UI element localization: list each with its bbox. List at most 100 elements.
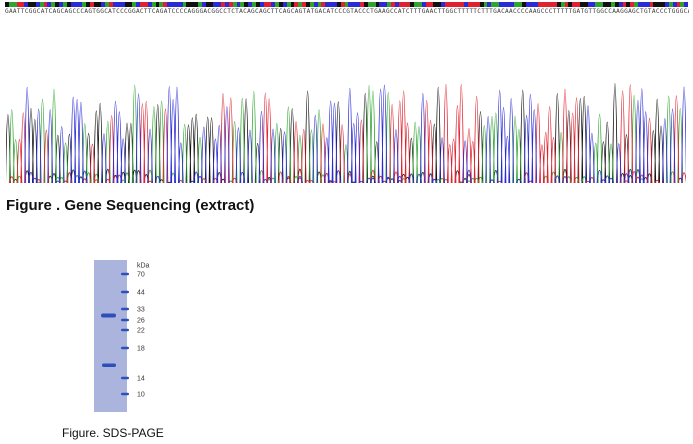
base-color-cell: [93, 2, 98, 7]
ladder-band: [121, 290, 129, 294]
base-color-cell: [599, 2, 604, 7]
base-color-cell: [132, 2, 137, 7]
base-color-cell: [333, 2, 337, 7]
base-color-cell: [560, 2, 565, 7]
base-color-cell: [186, 2, 191, 7]
base-color-cell: [371, 2, 376, 7]
ladder-band: [121, 318, 129, 322]
base-color-cell: [684, 2, 689, 7]
sample-band-upper: [101, 313, 116, 318]
base-color-cell: [499, 2, 503, 7]
base-color-cell: [479, 2, 484, 7]
trace-T: [8, 84, 686, 183]
base-color-cell: [514, 2, 519, 7]
base-color-cell: [529, 2, 534, 7]
base-color-cell: [190, 2, 195, 7]
base-color-cell: [82, 2, 87, 7]
ladder-band: [121, 272, 129, 276]
base-color-cell: [414, 2, 418, 7]
base-color-cell: [522, 2, 527, 7]
base-color-cell: [271, 2, 276, 7]
base-color-cell: [541, 2, 546, 7]
base-color-cell: [302, 2, 307, 7]
base-color-cell: [460, 2, 465, 7]
base-color-cell: [113, 2, 117, 7]
base-color-cell: [12, 2, 17, 7]
base-color-cell: [471, 2, 476, 7]
base-color-cell: [421, 2, 426, 7]
base-color-cell: [255, 2, 260, 7]
base-color-cell: [290, 2, 295, 7]
base-color-cell: [55, 2, 60, 7]
chromatogram: [6, 83, 686, 183]
base-color-cell: [275, 2, 280, 7]
base-color-cell: [252, 2, 256, 7]
base-color-cell: [167, 2, 171, 7]
base-color-cell: [51, 2, 56, 7]
base-color-cell: [309, 2, 314, 7]
trace-C: [24, 85, 686, 183]
base-color-cell: [537, 2, 542, 7]
base-color-cell: [240, 2, 245, 7]
marker-label: 14: [137, 376, 145, 383]
base-color-cell: [224, 2, 229, 7]
base-color-cell: [614, 2, 619, 7]
trace-A: [8, 85, 684, 183]
base-color-cell: [360, 2, 364, 7]
base-color-cell: [39, 2, 44, 7]
base-color-cell: [390, 2, 395, 7]
marker-label: 22: [137, 328, 145, 335]
base-color-cell: [406, 2, 411, 7]
base-color-cell: [363, 2, 368, 7]
base-color-cell: [387, 2, 391, 7]
base-color-cell: [16, 2, 21, 7]
base-color-cell: [248, 2, 252, 7]
base-color-cell: [136, 2, 141, 7]
base-color-cell: [483, 2, 488, 7]
base-color-cell: [197, 2, 202, 7]
base-color-cell: [325, 2, 330, 7]
base-color-cell: [452, 2, 457, 7]
base-color-cell: [672, 2, 677, 7]
base-color-cell: [549, 2, 554, 7]
base-color-cell: [653, 2, 658, 7]
base-color-cell: [591, 2, 596, 7]
base-color-cell: [128, 2, 133, 7]
base-color-cell: [495, 2, 499, 7]
base-color-cell: [583, 2, 588, 7]
base-color-cell: [375, 2, 380, 7]
base-color-cell: [356, 2, 361, 7]
ladder-band: [121, 346, 129, 350]
base-color-cell: [618, 2, 623, 7]
base-color-cell: [24, 2, 29, 7]
base-color-cell: [120, 2, 125, 7]
marker-ladder: [121, 272, 129, 396]
base-color-cell: [634, 2, 638, 7]
base-color-cell: [217, 2, 222, 7]
base-color-cell: [502, 2, 507, 7]
base-color-cell: [62, 2, 67, 7]
base-color-cell: [282, 2, 287, 7]
base-color-cell: [201, 2, 206, 7]
base-color-cell: [244, 2, 249, 7]
base-color-cell: [35, 2, 40, 7]
base-color-cell: [163, 2, 168, 7]
base-color-cell: [221, 2, 225, 7]
base-color-cell: [425, 2, 430, 7]
base-color-cell: [668, 2, 673, 7]
base-color-cell: [344, 2, 349, 7]
base-color-cell: [437, 2, 442, 7]
base-color-cell: [622, 2, 627, 7]
base-color-cell: [70, 2, 75, 7]
base-color-cell: [352, 2, 357, 7]
base-color-cell: [78, 2, 83, 7]
base-color-cell: [194, 2, 198, 7]
base-color-cell: [47, 2, 52, 7]
base-color-cell: [147, 2, 152, 7]
base-color-cell: [259, 2, 264, 7]
base-color-cell: [170, 2, 175, 7]
base-color-cell: [205, 2, 210, 7]
base-color-cell: [661, 2, 665, 7]
base-color-cell: [267, 2, 272, 7]
base-color-cell: [28, 2, 33, 7]
